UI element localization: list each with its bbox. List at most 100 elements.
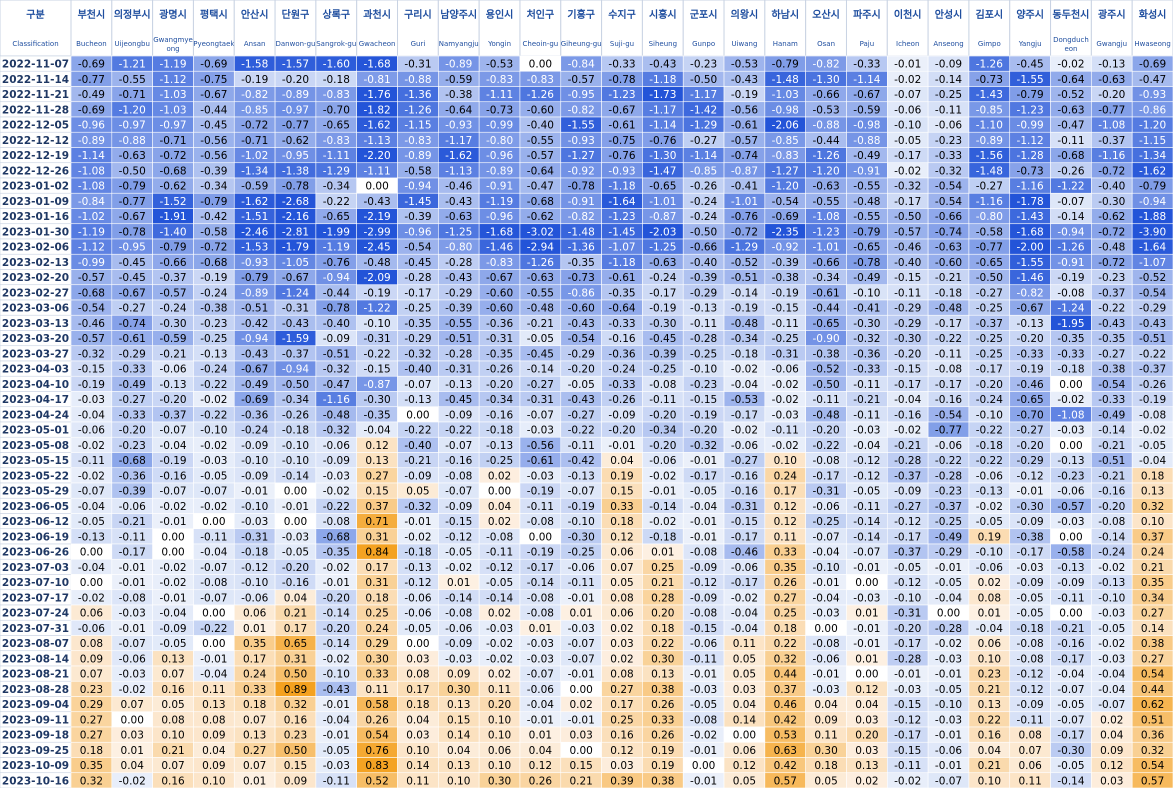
heat-cell-value: -0.29 — [935, 547, 962, 559]
heat-cell-value: 0.22 — [774, 638, 797, 650]
heat-cell-value: -0.24 — [649, 272, 676, 284]
heat-cell-value: 0.04 — [529, 745, 553, 757]
heat-cell-value: 0.07 — [161, 669, 184, 681]
heat-cell-value: -0.07 — [1057, 684, 1084, 696]
heat-cell-value: -0.05 — [404, 623, 431, 635]
heat-cell-value: -0.15 — [445, 516, 472, 528]
heat-cell-value: -0.72 — [159, 150, 186, 162]
heat-cell-value: -0.21 — [159, 348, 186, 360]
heat-cell-value: -0.31 — [772, 348, 799, 360]
heat-cell-value: -0.38 — [1098, 364, 1125, 376]
heat-cell-value: -0.69 — [78, 104, 105, 116]
column-header-cell — [152, 0, 194, 57]
date-label: 2023-06-05 — [2, 501, 69, 513]
heat-cell-value: 0.13 — [243, 730, 266, 742]
heat-cell-value: 0.31 — [365, 531, 388, 543]
heat-cell-value: -0.17 — [527, 562, 554, 574]
heat-cell-value: 0.12 — [365, 440, 388, 452]
heat-cell-value: -0.08 — [527, 592, 554, 604]
heat-cell-value: -0.13 — [404, 562, 431, 574]
date-label: 2023-03-06 — [2, 303, 69, 315]
heat-cell-value: -0.22 — [812, 440, 839, 452]
heat-cell-value: -0.03 — [812, 684, 839, 696]
heat-cell-value: -0.12 — [853, 455, 880, 467]
heat-cell-value: -0.97 — [159, 120, 186, 132]
column-header-en: Hwaseong — [1134, 40, 1170, 48]
heat-cell-value: -0.19 — [527, 486, 554, 498]
heat-cell-value: -0.96 — [486, 211, 513, 223]
heat-cell-value: -0.10 — [976, 547, 1003, 559]
heat-cell-value: -0.72 — [1098, 226, 1125, 238]
heat-cell-value: -0.48 — [1098, 242, 1125, 254]
heat-cell-value: 0.04 — [610, 455, 634, 467]
heat-cell-value: -0.13 — [976, 486, 1003, 498]
heat-cell-value: -0.10 — [241, 455, 268, 467]
table-row: 2023-06-19 -0.13 -0.11 0.00 -0.11 -0.31 -0.03 -… — [0, 528, 1173, 545]
heat-cell-value: -0.10 — [282, 440, 309, 452]
heat-cell-value: 0.29 — [80, 699, 103, 711]
heat-cell-value: -0.44 — [812, 303, 839, 315]
heat-cell-value: -0.01 — [649, 486, 676, 498]
heat-cell-value: -0.47 — [527, 181, 554, 193]
heat-cell-value: -0.31 — [364, 333, 391, 345]
heat-cell-value: -0.82 — [241, 89, 268, 101]
heat-cell-value: -0.05 — [1139, 440, 1166, 452]
heat-cell-value: -2.03 — [649, 226, 676, 238]
heat-cell-value: -0.05 — [976, 516, 1003, 528]
heat-cell-value: -1.12 — [1017, 135, 1044, 147]
heat-cell-value: 0.06 — [1018, 760, 1042, 772]
heat-cell-value: 0.10 — [447, 775, 470, 787]
heat-cell-value: 0.63 — [774, 745, 797, 757]
heat-cell-value: 0.18 — [1141, 470, 1164, 482]
heat-cell-value: 0.09 — [447, 669, 470, 681]
heat-cell-value: -0.01 — [935, 730, 962, 742]
heat-cell-value: -0.17 — [1057, 653, 1084, 665]
heat-cell-value: -0.06 — [78, 623, 105, 635]
heat-cell-value: 0.16 — [978, 730, 1002, 742]
heat-cell-value: 0.37 — [1141, 531, 1164, 543]
heat-cell-value: -0.68 — [159, 165, 186, 177]
heat-cell-value: -0.77 — [935, 425, 962, 437]
heat-cell-value: -0.14 — [1098, 425, 1125, 437]
heat-cell-value: -0.12 — [894, 516, 921, 528]
heat-cell-value: -0.04 — [690, 501, 717, 513]
heat-cell-value: -0.13 — [1057, 455, 1084, 467]
heat-cell-value: -0.49 — [119, 379, 146, 391]
heat-cell-value: -0.98 — [853, 120, 880, 132]
heat-cell-value: -0.82 — [1017, 287, 1044, 299]
heat-cell-value: -0.08 — [323, 516, 350, 528]
table-row: 2023-05-01 -0.06 -0.20 -0.07 -0.10 -0.24 -0.18… — [0, 421, 1173, 438]
heat-cell-value: 0.17 — [365, 562, 388, 574]
heat-cell-value: -0.09 — [445, 501, 472, 513]
heat-cell-value: -0.82 — [568, 211, 595, 223]
column-header-kr: 군포시 — [690, 9, 718, 21]
heat-cell-value: -0.56 — [200, 150, 227, 162]
heat-cell-value: -0.48 — [935, 303, 962, 315]
heat-cell-value: -0.15 — [690, 623, 717, 635]
heat-cell-value: -0.76 — [608, 150, 635, 162]
heat-cell-value: -0.11 — [772, 318, 799, 330]
heat-cell-value: 0.03 — [121, 730, 144, 742]
heat-cell-value: 0.21 — [284, 608, 307, 620]
heat-cell-value: 0.18 — [814, 760, 837, 772]
heat-cell-value: -0.04 — [200, 547, 227, 559]
heat-cell-value: -1.23 — [608, 211, 635, 223]
column-header-en: Dongduch eon — [1053, 36, 1089, 53]
heat-cell-value: -0.32 — [323, 425, 350, 437]
heat-cell-value: -0.41 — [853, 303, 880, 315]
heat-cell-value: -0.04 — [731, 379, 758, 391]
heat-cell-value: -0.11 — [486, 547, 513, 559]
heat-cell-value: -0.31 — [282, 303, 309, 315]
heat-cell-value: -0.31 — [812, 486, 839, 498]
heat-cell-value: -0.07 — [159, 425, 186, 437]
heat-cell-value: -0.20 — [1098, 501, 1125, 513]
table-row: 2023-04-17 -0.03 -0.27 -0.20 -0.02 -0.69 -0.34… — [0, 391, 1173, 408]
heat-cell-value: -0.08 — [1017, 653, 1044, 665]
heat-cell-value: -1.18 — [608, 257, 635, 269]
column-header-kr: 파주시 — [853, 8, 881, 21]
heat-cell-value: -0.02 — [1057, 394, 1084, 406]
heat-cell-value: 0.13 — [161, 653, 184, 665]
heat-cell-value: -0.09 — [241, 470, 268, 482]
table-row: 2023-01-09 -0.84 -0.77 -1.52 -0.79 -1.62 -2.68… — [0, 192, 1173, 209]
heat-cell-value: -0.67 — [119, 287, 146, 299]
